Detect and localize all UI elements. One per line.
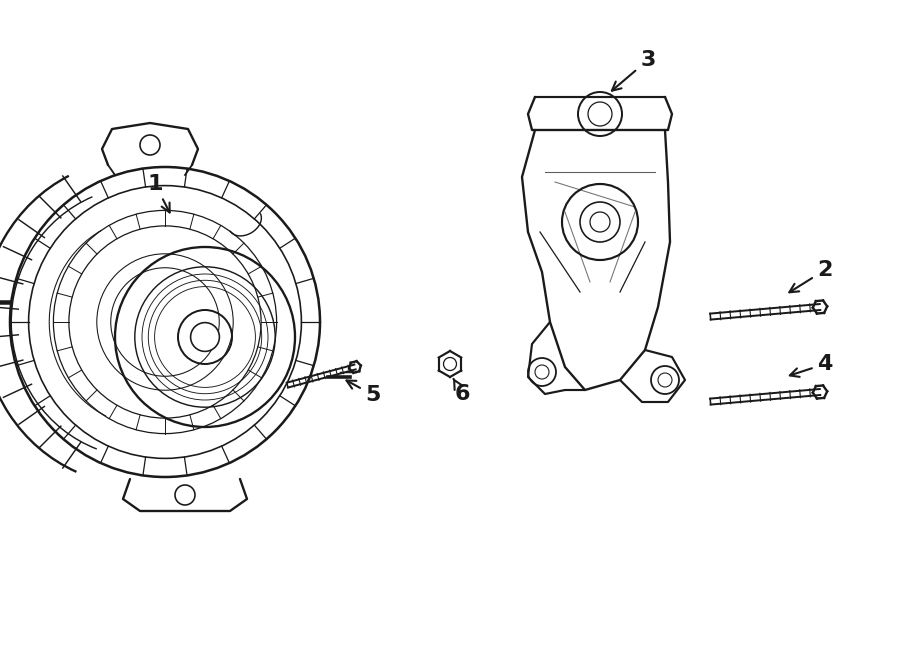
Text: 4: 4 — [790, 354, 833, 377]
Text: 2: 2 — [789, 260, 832, 293]
Text: 5: 5 — [346, 381, 381, 405]
Text: 6: 6 — [454, 379, 470, 404]
Text: 3: 3 — [612, 50, 656, 91]
Circle shape — [191, 322, 220, 352]
Text: 1: 1 — [148, 174, 170, 213]
